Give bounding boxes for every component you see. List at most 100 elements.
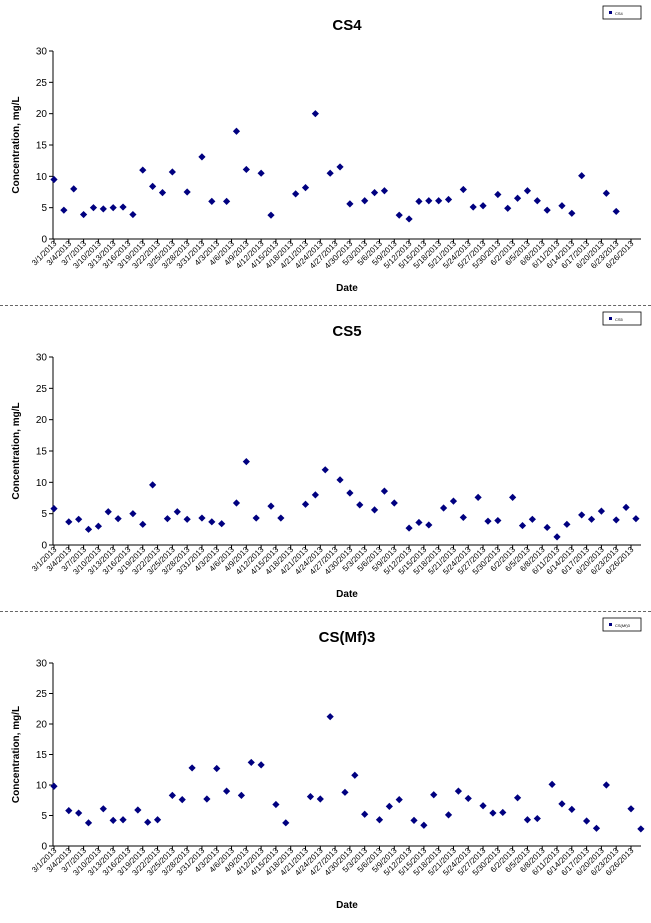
data-point: [326, 713, 334, 721]
data-point: [84, 819, 93, 827]
data-point: [208, 518, 216, 526]
data-point: [208, 197, 216, 205]
data-point: [89, 204, 98, 212]
data-point: [134, 806, 142, 814]
data-point: [548, 780, 556, 788]
data-point: [454, 787, 462, 795]
data-point: [484, 517, 492, 525]
y-tick-label: 20: [36, 109, 48, 120]
data-point: [533, 814, 541, 823]
data-point: [494, 190, 502, 199]
data-point: [627, 805, 635, 813]
y-tick-label: 25: [36, 78, 48, 89]
data-point: [597, 507, 606, 515]
data-point: [513, 194, 522, 202]
data-point: [50, 505, 58, 513]
data-point: [84, 525, 93, 533]
data-point: [602, 189, 610, 197]
data-point: [518, 521, 527, 530]
data-point: [79, 210, 88, 219]
data-point: [425, 197, 433, 205]
data-point: [474, 493, 482, 501]
data-point: [149, 481, 157, 489]
data-point: [153, 816, 162, 824]
chart-svg: CS(Mf)3 CS(Mf)3 Concentration, mg/L 0 5 10 15 2…: [11, 617, 645, 911]
y-tick-label: 10: [36, 478, 48, 489]
data-point: [390, 499, 398, 507]
data-point: [198, 514, 206, 522]
data-point: [533, 197, 541, 205]
data-point: [346, 200, 354, 208]
data-point: [370, 506, 379, 514]
data-point: [553, 533, 561, 541]
data-point: [232, 499, 241, 507]
data-point: [109, 816, 117, 824]
data-point: [257, 761, 265, 769]
data-point: [75, 515, 83, 523]
data-point: [321, 466, 329, 474]
data-point: [292, 190, 300, 198]
data-point: [523, 187, 532, 195]
data-point: [311, 110, 319, 118]
data-point: [109, 204, 117, 212]
legend: CS(Mf)3: [602, 617, 642, 632]
data-point: [395, 211, 403, 219]
data-point: [316, 795, 324, 803]
data-point: [178, 796, 186, 804]
data-point: [203, 795, 211, 803]
y-tick-label: 20: [36, 415, 48, 426]
data-point: [528, 515, 536, 523]
data-point: [247, 758, 255, 767]
data-point: [306, 792, 315, 801]
chart-title: CS(Mf)3: [319, 629, 376, 646]
data-point: [168, 168, 176, 176]
data-point: [232, 127, 241, 135]
data-point: [523, 816, 532, 824]
data-point: [163, 515, 172, 523]
data-point: [513, 794, 522, 802]
y-tick-label: 10: [36, 781, 48, 792]
y-tick-label: 5: [41, 509, 47, 520]
data-point: [375, 816, 384, 824]
legend: CS5: [602, 311, 642, 326]
data-point: [578, 511, 586, 519]
data-point: [282, 819, 290, 827]
y-tick-label: 25: [36, 384, 48, 395]
data-point: [385, 802, 393, 810]
data-point: [242, 165, 250, 174]
data-point: [563, 520, 571, 528]
legend-marker: [609, 11, 612, 14]
data-point: [144, 818, 152, 826]
y-axis-title: Concentration, mg/L: [11, 402, 22, 499]
y-tick-label: 0: [41, 842, 47, 853]
data-point: [425, 521, 433, 529]
panel-divider: [0, 611, 651, 612]
data-point: [587, 515, 596, 523]
data-point: [479, 202, 487, 210]
data-point: [499, 808, 507, 817]
chart-panel-csmf3: CS(Mf)3 CS(Mf)3 Concentration, mg/L 0 5 10 15 2…: [1, 613, 650, 922]
data-point: [272, 800, 280, 809]
data-point: [612, 516, 620, 524]
data-point: [99, 205, 107, 213]
data-point: [252, 514, 260, 522]
data-point: [420, 821, 428, 829]
data-point: [149, 182, 157, 190]
data-point: [622, 503, 630, 511]
data-point: [213, 764, 221, 773]
y-tick-label: 0: [41, 235, 47, 246]
data-point: [361, 197, 369, 205]
data-point: [578, 172, 586, 180]
y-axis-title: Concentration, mg/L: [11, 96, 22, 193]
data-point: [395, 796, 403, 804]
data-point: [119, 816, 127, 824]
data-point: [70, 185, 78, 193]
data-point: [504, 204, 512, 212]
legend-label: CS(Mf)3: [615, 623, 631, 628]
data-point: [351, 771, 359, 779]
y-tick-label: 15: [36, 750, 48, 761]
data-point: [65, 807, 73, 815]
data-point: [237, 791, 246, 799]
data-point: [277, 514, 285, 522]
data-point: [158, 189, 167, 197]
